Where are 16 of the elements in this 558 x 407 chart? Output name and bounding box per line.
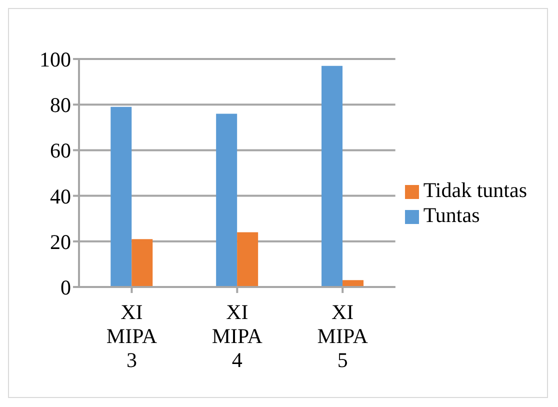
x-tick-label: XI MIPA 3 (106, 300, 158, 372)
y-tick-label: 100 (40, 47, 71, 72)
legend-label: Tuntas (423, 203, 480, 227)
bar (216, 114, 238, 287)
y-tick-label: 0 (60, 275, 71, 300)
y-tick-label: 20 (50, 230, 71, 254)
y-tick-label: 80 (50, 93, 71, 118)
legend-label: Tidak tuntas (423, 178, 527, 202)
bar (132, 239, 153, 287)
y-tick-label: 60 (50, 138, 71, 163)
bar (110, 106, 132, 287)
bar (322, 66, 343, 287)
x-tick-label: XI MIPA 5 (317, 300, 369, 372)
x-tick-label: XI MIPA 4 (212, 300, 264, 372)
y-tick-label: 40 (50, 184, 71, 208)
bar (237, 232, 258, 287)
